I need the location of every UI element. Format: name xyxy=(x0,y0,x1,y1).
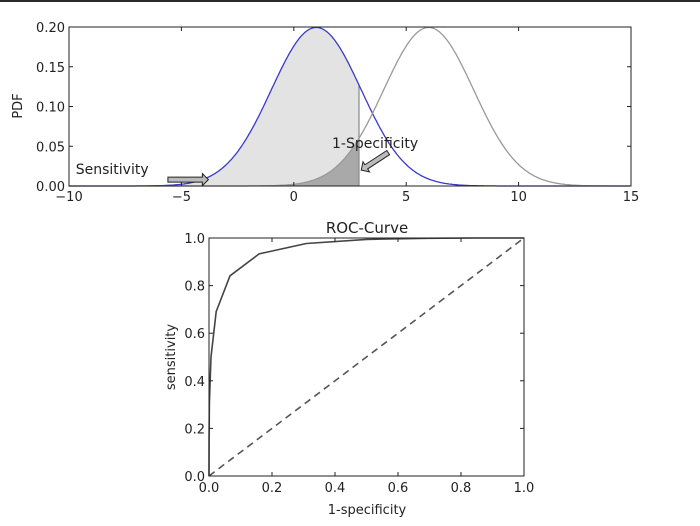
x-tick-label: 1.0 xyxy=(514,481,535,496)
arrow-shape xyxy=(167,172,210,187)
x-tick-label: 0 xyxy=(290,190,298,205)
y-tick-label: 0.00 xyxy=(36,180,65,195)
x-tick-label: 0.8 xyxy=(451,481,472,496)
x-tick-label: −5 xyxy=(172,190,191,205)
window-top-border xyxy=(0,0,700,2)
roc-title: ROC-Curve xyxy=(326,219,408,237)
y-tick-label: 0.4 xyxy=(184,375,205,390)
annotation-arrow-icon xyxy=(167,172,210,187)
x-tick-label: −10 xyxy=(55,190,82,205)
y-tick-label: 1.0 xyxy=(184,232,205,247)
roc-x-label: 1-specificity xyxy=(328,503,407,518)
arrow-shape xyxy=(360,149,391,173)
pdf-chart: −10 −5 0 5 10 15 0.00 0.05 0.10 0.15 0.20 PDF Sens… xyxy=(11,21,639,205)
chance-diagonal-line xyxy=(208,237,525,477)
x-tick-label: 0.0 xyxy=(199,481,220,496)
y-tick-label: 0.0 xyxy=(184,470,205,485)
y-tick-label: 0.15 xyxy=(36,61,65,76)
pdf-y-label: PDF xyxy=(11,93,26,118)
x-tick-label: 0.4 xyxy=(325,481,346,496)
x-tick-label: 0.2 xyxy=(262,481,283,496)
x-tick-label: 0.6 xyxy=(388,481,409,496)
roc-chart: ROC-Curve 0.00.0 0.2 0.2 0.4 0.4 0.6 0.6 0.8 0.8… xyxy=(164,219,534,518)
y-tick-label: 0.05 xyxy=(36,140,65,155)
y-tick-label: 0.6 xyxy=(184,327,205,342)
specificity-shaded-area xyxy=(69,138,359,186)
x-tick-label: 5 xyxy=(402,190,410,205)
sensitivity-shaded-area xyxy=(69,27,359,187)
x-tick-label: 15 xyxy=(623,190,640,205)
roc-y-label: sensitivity xyxy=(164,324,179,391)
annotation-arrow-icon xyxy=(360,149,391,173)
y-tick-label: 0.10 xyxy=(36,101,65,116)
sensitivity-annotation: Sensitivity xyxy=(76,162,149,178)
y-tick-label: 0.20 xyxy=(36,21,65,36)
roc-axes-frame xyxy=(208,237,525,477)
y-tick-label: 0.8 xyxy=(184,280,205,295)
x-tick-label: 10 xyxy=(510,190,527,205)
y-tick-label: 0.2 xyxy=(184,422,205,437)
specificity-annotation: 1-Specificity xyxy=(332,136,418,152)
